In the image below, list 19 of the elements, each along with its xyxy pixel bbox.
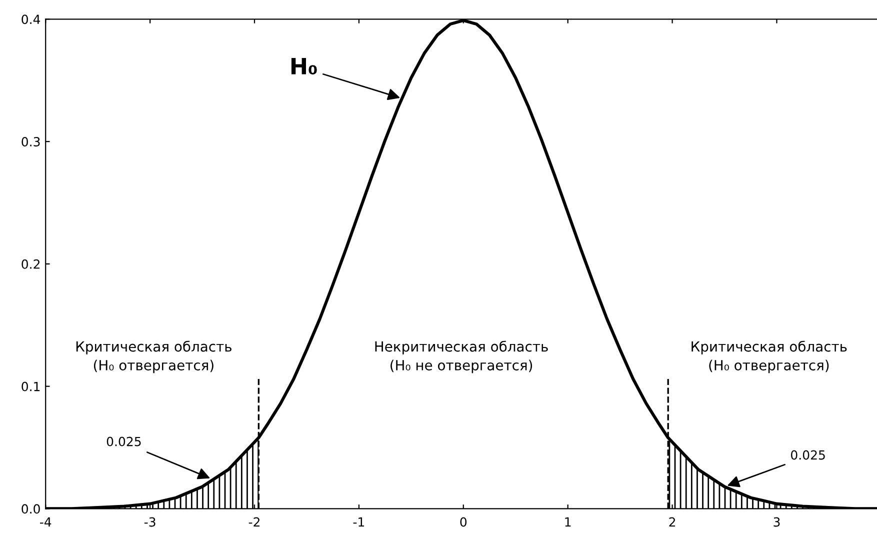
annotation: H₀ (291, 58, 317, 74)
annotation: 0.025 (106, 436, 141, 446)
y-tick-label: 0.4 (22, 14, 40, 24)
annotation: Некритическая область (H₀ не отвергается) (375, 340, 548, 374)
x-tick-label: 3 (774, 517, 780, 527)
x-tick-label: 0 (460, 517, 467, 527)
annotation: Критическая область (H₀ отвергается) (692, 340, 847, 374)
x-tick-label: 2 (669, 517, 676, 527)
x-tick-label: -3 (144, 517, 156, 527)
y-tick-label: 0.2 (22, 259, 40, 269)
y-tick-label: 0.3 (22, 137, 40, 146)
y-tick-label: 0.0 (22, 504, 40, 514)
x-tick-label: -4 (40, 517, 52, 527)
x-tick-label: 1 (565, 517, 571, 527)
y-tick-label: 0.1 (22, 382, 40, 392)
x-tick-label: -1 (353, 517, 364, 527)
annotation: 0.025 (790, 450, 825, 460)
x-tick-label: -2 (248, 517, 260, 527)
annotation: Критическая область (H₀ отвергается) (76, 340, 232, 374)
